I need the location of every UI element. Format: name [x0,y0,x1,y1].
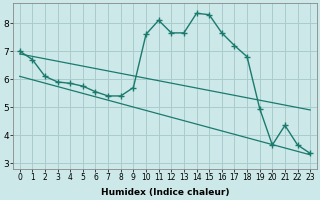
X-axis label: Humidex (Indice chaleur): Humidex (Indice chaleur) [101,188,229,197]
